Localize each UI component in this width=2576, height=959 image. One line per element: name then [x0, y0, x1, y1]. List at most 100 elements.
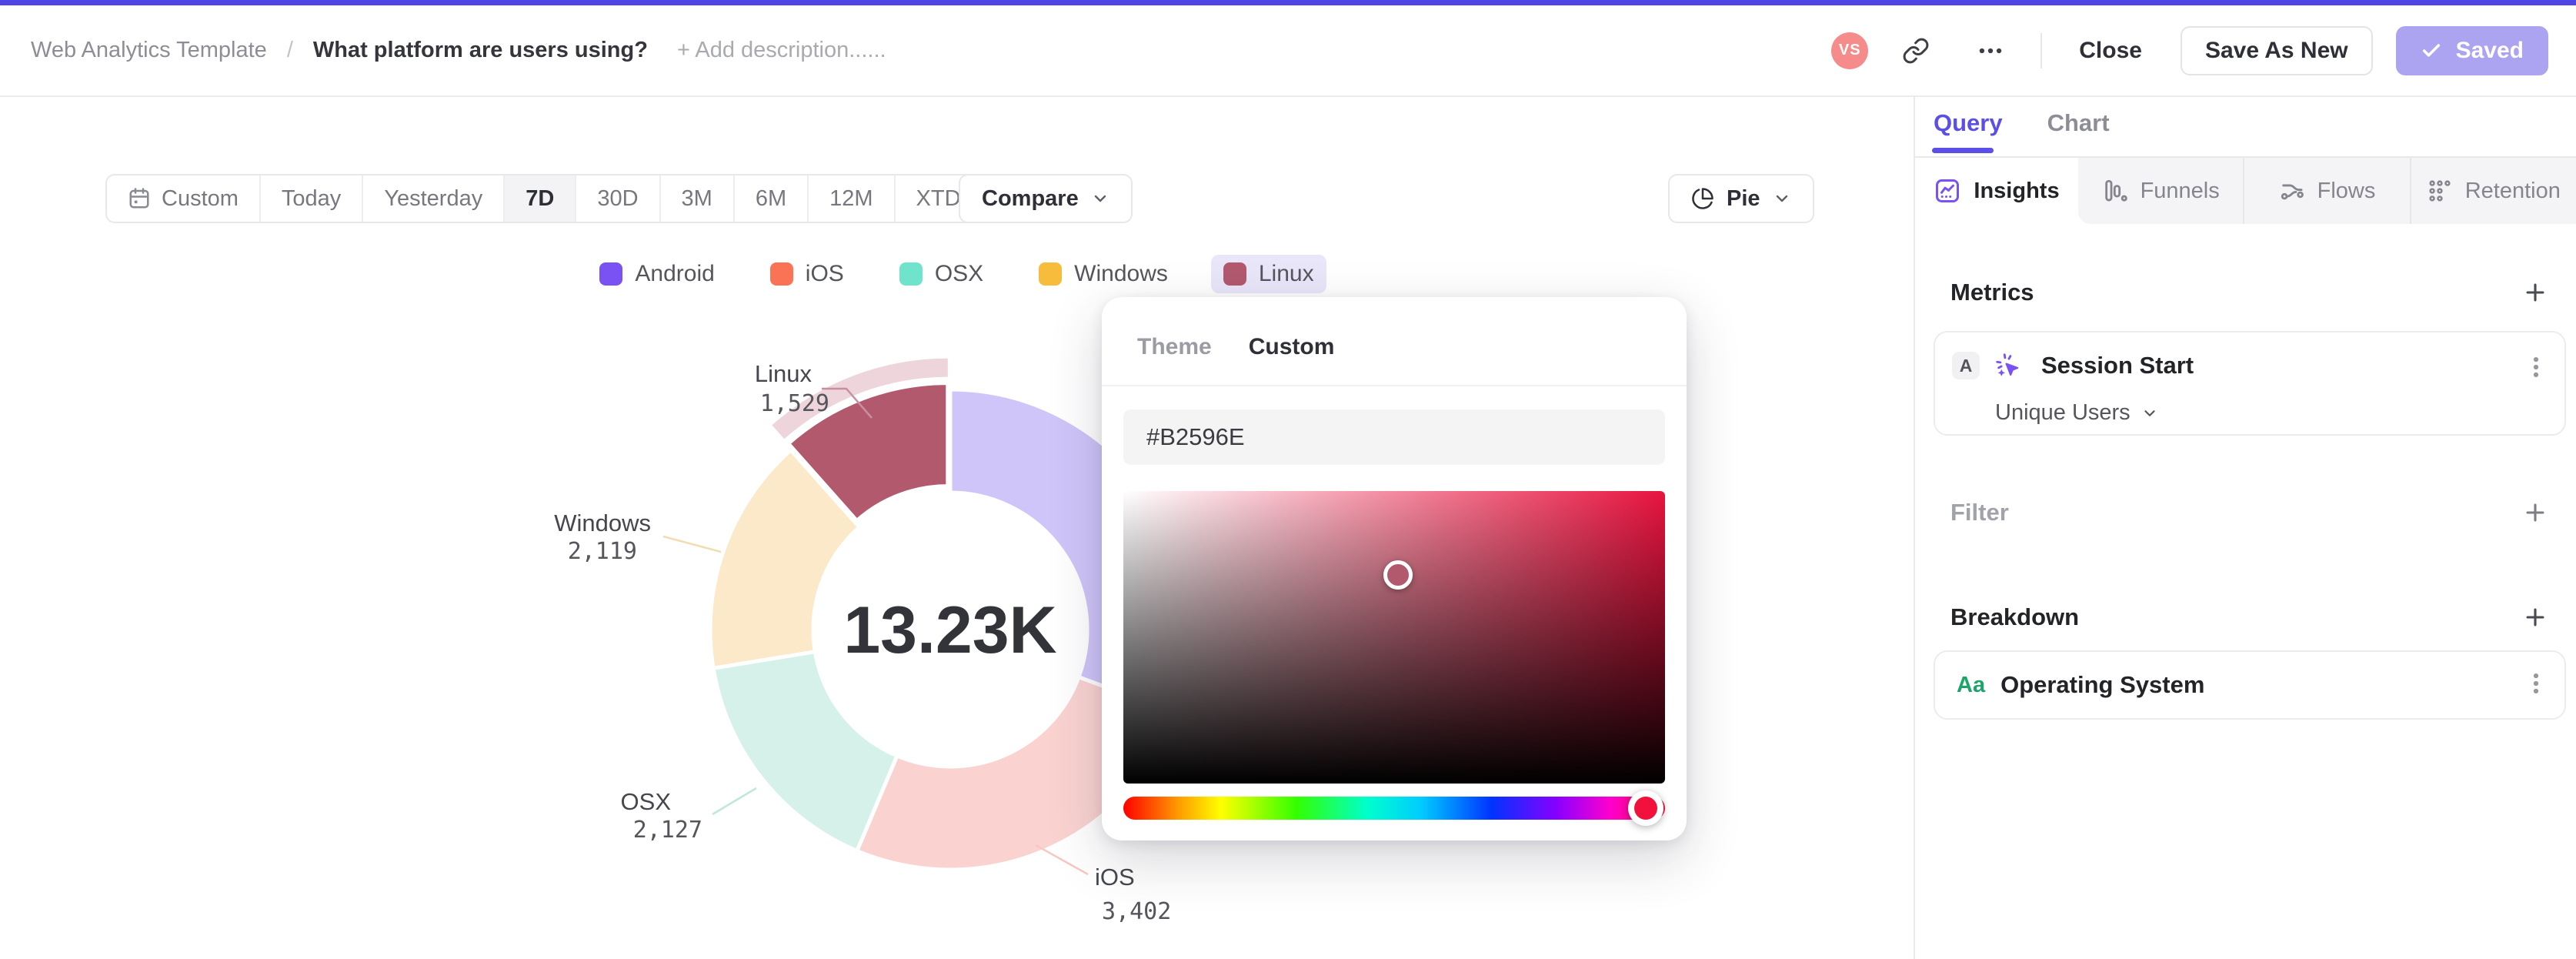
- date-range-label: Yesterday: [384, 185, 483, 211]
- top-accent-bar: [0, 0, 2576, 5]
- subtab-insights[interactable]: Insights: [1915, 158, 2078, 224]
- breakdown-card[interactable]: Aa Operating System: [1934, 650, 2566, 720]
- subtab-retention[interactable]: Retention: [2409, 158, 2576, 224]
- sidebar-tabs: Query Chart: [1934, 109, 2110, 137]
- date-range-today[interactable]: Today: [259, 175, 362, 222]
- save-as-new-button[interactable]: Save As New: [2180, 25, 2373, 75]
- active-tab-underline: [1932, 148, 1994, 153]
- legend-label: iOS: [805, 261, 844, 286]
- legend-item-windows[interactable]: Windows: [1026, 255, 1180, 293]
- page-title[interactable]: What platform are users using?: [312, 38, 648, 62]
- hue-slider[interactable]: [1123, 790, 1665, 826]
- metric-name: Session Start: [2041, 352, 2194, 379]
- slice-label-ios: iOS: [1095, 864, 1135, 890]
- legend-item-osx[interactable]: OSX: [887, 255, 996, 293]
- pie-slice-windows[interactable]: [708, 448, 862, 670]
- gradient-handle[interactable]: [1383, 560, 1413, 590]
- metric-card[interactable]: A Session Start Unique Us: [1934, 331, 2566, 436]
- add-filter-icon[interactable]: [2522, 500, 2548, 526]
- legend-item-ios[interactable]: iOS: [758, 255, 856, 293]
- add-breakdown-icon[interactable]: [2522, 604, 2548, 630]
- close-button[interactable]: Close: [2079, 37, 2142, 63]
- subtab-label: Flows: [2317, 178, 2376, 203]
- funnels-icon: [2102, 178, 2128, 204]
- more-options-icon[interactable]: [1976, 36, 2005, 65]
- label-callout-linux: [822, 387, 873, 419]
- selection-ring-linux: [772, 358, 948, 439]
- compare-button[interactable]: Compare: [959, 174, 1133, 223]
- legend-label: Linux: [1258, 261, 1314, 286]
- add-metric-icon[interactable]: [2522, 279, 2548, 306]
- pie-slice-linux[interactable]: [786, 381, 950, 523]
- tab-chart[interactable]: Chart: [2047, 109, 2110, 136]
- date-range-yesterday[interactable]: Yesterday: [362, 175, 503, 222]
- label-callout-ios: [1035, 844, 1089, 876]
- topbar-actions: VS Close Save As New Saved: [1831, 5, 2548, 95]
- string-property-icon: Aa: [1957, 672, 1986, 697]
- saved-button-label: Saved: [2455, 37, 2524, 63]
- slice-value-linux: 1,529: [760, 390, 829, 417]
- date-range-12m[interactable]: 12M: [807, 175, 893, 222]
- donut-center-total: 13.23K: [843, 593, 1056, 667]
- slice-label-windows: Windows: [554, 510, 651, 536]
- compare-label: Compare: [982, 185, 1079, 211]
- aggregation-label: Unique Users: [1995, 400, 2131, 425]
- add-description-button[interactable]: + Add description......: [676, 38, 886, 62]
- metrics-heading: Metrics: [1950, 279, 2034, 306]
- breakdown-menu-icon[interactable]: [2523, 670, 2549, 700]
- subtab-label: Retention: [2464, 178, 2561, 203]
- subtab-funnels[interactable]: Funnels: [2078, 158, 2244, 224]
- date-range-label: XTD: [916, 185, 961, 211]
- legend-item-android[interactable]: Android: [587, 255, 726, 293]
- subtab-flows[interactable]: Flows: [2243, 158, 2410, 224]
- breakdown-name: Operating System: [2000, 671, 2205, 698]
- chart-type-label: Pie: [1727, 185, 1760, 211]
- chart-type-button[interactable]: Pie: [1668, 174, 1814, 223]
- aggregation-dropdown[interactable]: Unique Users: [1995, 400, 2158, 426]
- avatar[interactable]: VS: [1831, 32, 1869, 69]
- saturation-gradient-area[interactable]: [1123, 491, 1665, 784]
- date-range-7d[interactable]: 7D: [503, 175, 576, 222]
- hue-slider-handle[interactable]: [1628, 790, 1663, 826]
- chart-toolbar: Custom Today Yesterday 7D 30D 3M 6M 12M XTD Comp…: [0, 174, 1914, 223]
- sidebar: Query Chart Insights Funnels Flows Retentio…: [1915, 97, 2576, 959]
- tab-custom[interactable]: Custom: [1248, 334, 1335, 359]
- legend-swatch: [899, 262, 923, 286]
- label-callout-osx: [712, 787, 757, 816]
- calendar-icon: [128, 187, 151, 210]
- insight-type-tabs: Insights Funnels Flows Retention: [1915, 156, 2576, 224]
- date-range-6m[interactable]: 6M: [732, 175, 807, 222]
- saved-button[interactable]: Saved: [2395, 25, 2548, 75]
- breadcrumb-project[interactable]: Web Analytics Template: [31, 38, 267, 62]
- chevron-down-icon: [1773, 189, 1791, 208]
- slice-label-linux: Linux: [755, 360, 813, 387]
- top-bar: Web Analytics Template / What platform a…: [0, 5, 2576, 97]
- pie-slice-osx[interactable]: [711, 650, 899, 853]
- legend-swatch: [1039, 262, 1063, 286]
- label-callout-windows: [662, 535, 722, 553]
- hex-color-input[interactable]: #B2596E: [1123, 409, 1665, 465]
- breakdown-header: Breakdown: [1950, 603, 2548, 631]
- legend-swatch: [769, 262, 793, 286]
- legend-item-linux[interactable]: Linux: [1210, 255, 1326, 293]
- tab-theme[interactable]: Theme: [1137, 334, 1212, 359]
- share-link-icon[interactable]: [1902, 37, 1930, 65]
- tab-query[interactable]: Query: [1934, 109, 2003, 136]
- date-range-label: Custom: [162, 185, 239, 211]
- date-range-label: 3M: [681, 185, 712, 211]
- date-range-custom[interactable]: Custom: [107, 175, 259, 222]
- slice-value-windows: 2,119: [568, 538, 637, 565]
- subtab-label: Insights: [1974, 178, 2060, 203]
- metric-menu-icon[interactable]: [2523, 354, 2549, 384]
- date-range-label: Today: [281, 185, 342, 211]
- breakdown-card-row: Aa Operating System: [1957, 652, 2204, 718]
- date-range-label: 7D: [526, 185, 555, 211]
- date-range-3m[interactable]: 3M: [659, 175, 733, 222]
- date-range-30d[interactable]: 30D: [575, 175, 659, 222]
- chart-legend: Android iOS OSX Windows Linux: [0, 255, 1914, 293]
- insights-icon: [1934, 177, 1961, 205]
- metric-card-row: A Session Start: [1952, 351, 2194, 380]
- slice-label-osx: OSX: [621, 788, 672, 815]
